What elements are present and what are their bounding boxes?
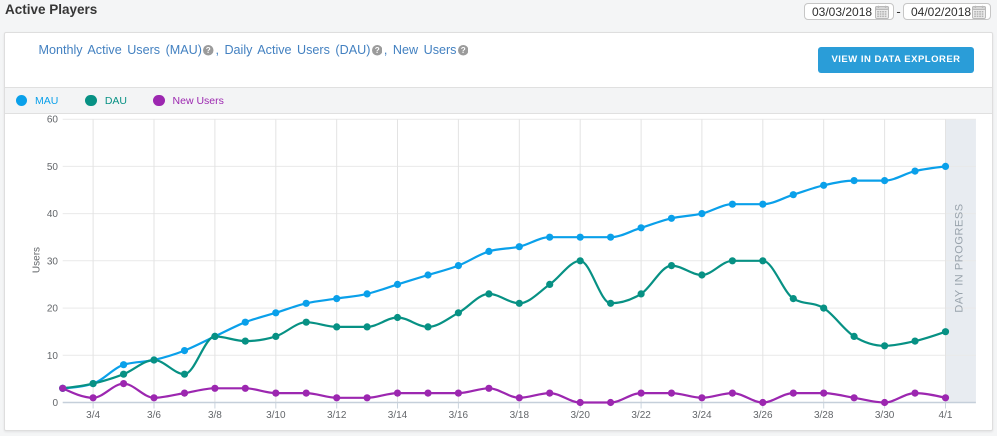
- svg-text:4/1: 4/1: [939, 410, 953, 421]
- svg-text:20: 20: [47, 304, 59, 315]
- svg-text:3/22: 3/22: [631, 410, 651, 421]
- svg-text:3/14: 3/14: [388, 410, 408, 421]
- svg-text:10: 10: [47, 351, 59, 362]
- svg-text:3/30: 3/30: [875, 410, 895, 421]
- svg-text:3/16: 3/16: [449, 410, 469, 421]
- svg-text:3/26: 3/26: [753, 410, 773, 421]
- svg-text:?: ?: [461, 46, 466, 55]
- svg-text:DAY IN PROGRESS: DAY IN PROGRESS: [954, 203, 966, 312]
- svg-text:3/6: 3/6: [147, 410, 161, 421]
- svg-text:3/18: 3/18: [510, 410, 530, 421]
- svg-text:3/24: 3/24: [692, 410, 712, 421]
- svg-text:3/20: 3/20: [570, 410, 590, 421]
- svg-text:3/12: 3/12: [327, 410, 347, 421]
- svg-text:3/28: 3/28: [814, 410, 834, 421]
- svg-text:3/8: 3/8: [208, 410, 222, 421]
- svg-text:30: 30: [47, 256, 59, 267]
- svg-text:?: ?: [375, 46, 380, 55]
- svg-text:Users: Users: [32, 247, 43, 273]
- svg-text:50: 50: [47, 162, 59, 173]
- svg-text:3/4: 3/4: [86, 410, 100, 421]
- svg-text:?: ?: [206, 46, 211, 55]
- svg-text:40: 40: [47, 209, 59, 220]
- svg-text:0: 0: [52, 398, 58, 409]
- svg-text:3/10: 3/10: [266, 410, 286, 421]
- svg-text:60: 60: [47, 115, 59, 126]
